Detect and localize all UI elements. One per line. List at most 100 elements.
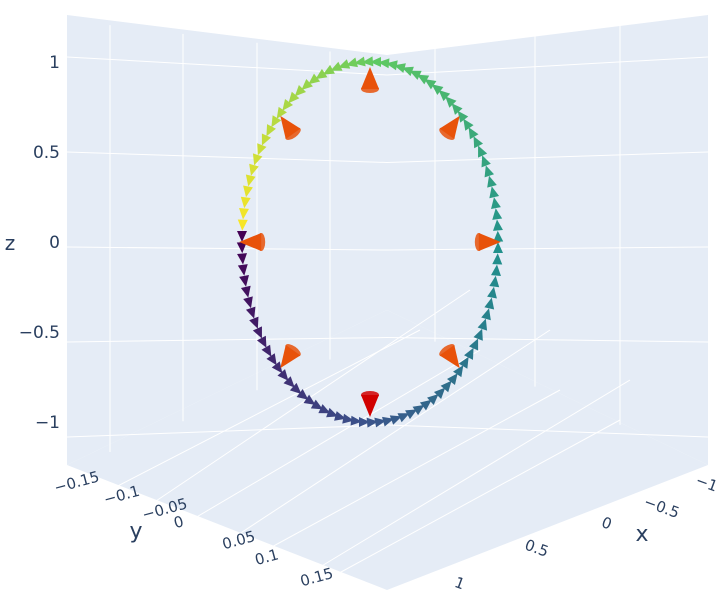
cone-small-7: [484, 165, 495, 178]
left-back-pane: [67, 15, 387, 465]
cone-small-57: [245, 306, 256, 319]
y-tick-label: 0.15: [298, 564, 335, 590]
cone-small-39: [271, 115, 282, 128]
cone-small-84: [427, 393, 439, 406]
cone-small-61: [261, 344, 272, 357]
cone-small-75: [359, 417, 370, 427]
cone-small-16: [438, 90, 451, 102]
cone-small-26: [361, 56, 374, 67]
cone-small-87: [446, 373, 458, 386]
y-tick-label: 0: [172, 512, 186, 532]
cone-small-6: [487, 175, 497, 188]
cone-small-44: [249, 163, 259, 176]
cone-small-91: [468, 338, 479, 351]
z-tick-label: 0: [49, 233, 60, 253]
cone-large-base-4: [361, 391, 379, 399]
cone-small-31: [322, 64, 335, 75]
grid-floor-y-0: [109, 329, 421, 491]
cone-small-68: [303, 394, 316, 405]
cone-small-1: [493, 230, 504, 242]
y-tick-label: −0.1: [102, 482, 142, 509]
x-tick-label: 0: [599, 513, 614, 533]
cone-small-30: [330, 61, 343, 71]
cone-small-66: [289, 382, 302, 394]
cone-small-46: [243, 185, 253, 198]
cone-small-90: [464, 347, 474, 360]
cone-small-10: [473, 136, 484, 149]
cone-large-base-7: [285, 127, 301, 140]
cone-small-63: [271, 361, 283, 374]
cone-small-83: [419, 399, 432, 411]
z-tick-label: 1: [49, 53, 60, 73]
x-axis-title: x: [635, 522, 648, 547]
cone-small-35: [294, 85, 307, 97]
cone-small-24: [378, 58, 390, 69]
cone-small-51: [236, 242, 247, 254]
grid-z-right-2: [386, 246, 709, 251]
grid-z-left-1: [66, 337, 388, 343]
cone-small-29: [338, 59, 351, 69]
z-tick-label: −1: [35, 413, 60, 433]
cone-large-base-3: [439, 344, 455, 357]
cone-small-5: [489, 186, 500, 199]
cone-small-18: [424, 79, 437, 90]
cone-small-72: [334, 411, 347, 421]
x-tick-label: −1: [693, 471, 720, 495]
cone-small-40: [266, 124, 276, 137]
grid-z-left-2: [66, 246, 388, 251]
cone-small-15: [445, 96, 457, 108]
cone-small-48: [239, 208, 249, 220]
cone-small-11: [468, 127, 479, 140]
cone-small-71: [326, 407, 339, 418]
cone-small-92: [473, 328, 483, 341]
cone-marks: [236, 56, 504, 428]
cone-small-13: [457, 110, 469, 123]
cone-large-1: [439, 115, 460, 140]
cone-small-93: [477, 318, 488, 331]
cone-large-base-2: [474, 233, 483, 251]
cone-small-43: [252, 153, 263, 166]
cone-small-80: [397, 413, 410, 423]
cone-large-3: [439, 344, 460, 369]
cone-large-7: [280, 115, 301, 140]
cone-small-97: [489, 275, 500, 288]
grid-floor-y-1: [182, 349, 481, 526]
cone-small-41: [261, 133, 272, 146]
cone-small-85: [433, 387, 446, 399]
cone-large-base-6: [257, 233, 266, 251]
cone-small-55: [240, 285, 251, 298]
grid-floor-y-2: [256, 389, 561, 556]
cone-small-94: [481, 308, 491, 321]
cone-small-82: [412, 404, 425, 416]
cone-small-78: [382, 416, 394, 427]
cone-small-49: [237, 219, 248, 231]
x-tick-label: 0.5: [522, 536, 551, 561]
cone-small-37: [282, 98, 294, 111]
grid-z-right-1: [386, 337, 709, 343]
cone-small-32: [315, 68, 328, 80]
cone-small-81: [405, 409, 418, 420]
cone-small-99: [492, 253, 503, 265]
cone-small-88: [453, 365, 464, 378]
cone-small-4: [491, 197, 501, 209]
cone-small-45: [245, 174, 256, 187]
cone-small-95: [484, 297, 495, 310]
z-tick-label: 0.5: [33, 143, 60, 163]
cone-small-2: [492, 219, 503, 231]
cone-small-62: [266, 353, 277, 366]
cone-small-96: [487, 286, 497, 299]
y-tick-label: −0.15: [52, 468, 101, 497]
cone-small-21: [401, 66, 414, 77]
cone-large-6: [239, 233, 262, 251]
grid-z-right-4: [386, 56, 709, 76]
cone-small-8: [481, 155, 491, 168]
z-axis-ticks: −1 −0.5 0 0.5 1: [19, 53, 60, 433]
cone-small-86: [440, 380, 452, 393]
cone-large-4: [361, 395, 379, 417]
cone-small-33: [308, 73, 321, 85]
cone-small-79: [389, 415, 402, 425]
grid-z-right-0: [386, 424, 709, 438]
cone-large-base-1: [439, 127, 455, 140]
grid-floor-x-1: [229, 329, 551, 541]
